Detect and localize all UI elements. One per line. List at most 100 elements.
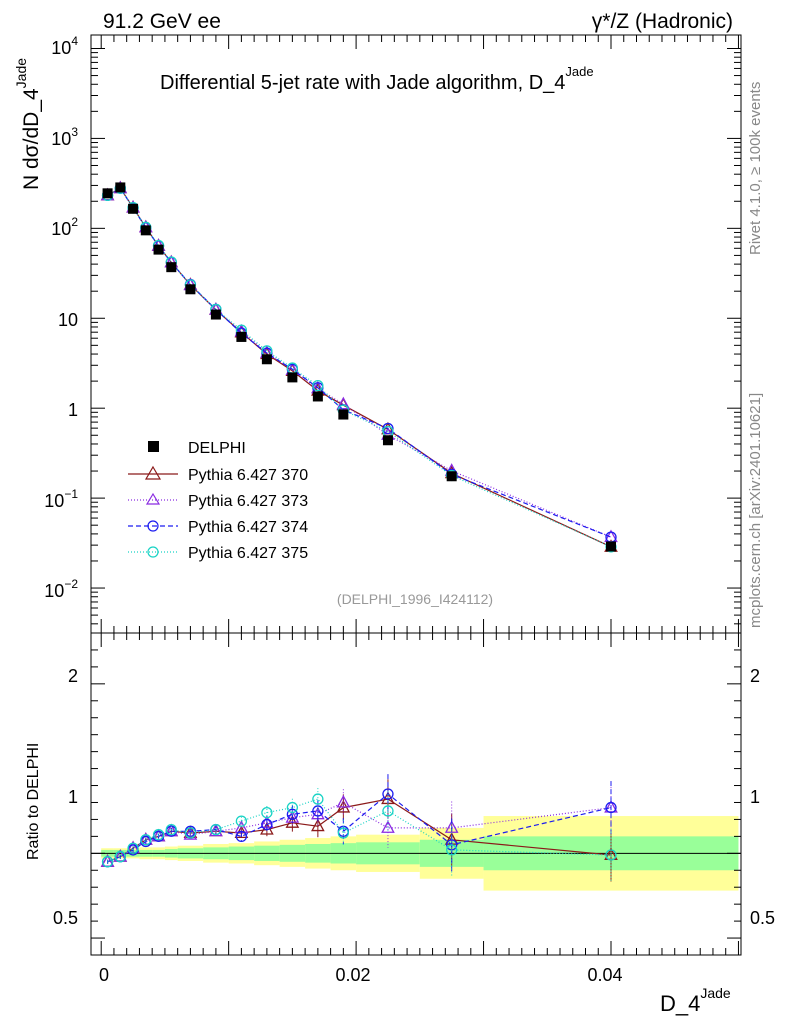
rivet-watermark: Rivet 4.1.0, ≥ 100k events <box>747 82 764 255</box>
ratio-point-3 <box>210 823 222 836</box>
legend-entry-370: Pythia 6.427 370 <box>128 465 308 484</box>
x-axis-label-text: D_4 <box>660 991 700 1016</box>
ratio-point-3 <box>261 806 273 819</box>
data-point-delphi <box>446 471 457 482</box>
ratio-tick-label-1: 1 <box>68 787 78 807</box>
legend-marker-370 <box>144 465 162 480</box>
ratio-point-3 <box>101 856 114 868</box>
ratio-point-3 <box>286 801 299 814</box>
legend-label-delphi: DELPHI <box>188 440 246 457</box>
data-point-delphi <box>185 284 196 295</box>
header-energy: 91.2 GeV ee <box>103 10 221 33</box>
ratio-point-1 <box>336 794 351 808</box>
ratio-point-1 <box>381 820 395 833</box>
ratio-point-3 <box>337 827 350 839</box>
x-tick-label-0.04: 0.04 <box>587 965 622 985</box>
y-tick-label-1e3: 103 <box>51 125 78 149</box>
ratio-point-3 <box>446 844 458 856</box>
x-axis-label: D_4Jade <box>660 985 731 1016</box>
data-point-delphi <box>236 331 247 342</box>
ratio-plot-frame <box>90 632 742 956</box>
data-point-delphi <box>102 188 113 199</box>
ratio-tick-label-0.5: 0.5 <box>53 908 78 928</box>
chart-title-sup: Jade <box>565 64 593 79</box>
legend-marker-delphi <box>148 441 159 452</box>
data-point-delphi <box>210 309 221 320</box>
legend-entry-373: Pythia 6.427 373 <box>128 492 308 510</box>
ratio-point-2 <box>382 788 394 800</box>
ratio-point-3 <box>235 815 248 827</box>
ratio-tick-label-2-right: 2 <box>750 666 760 686</box>
legend-marker-373 <box>145 492 161 505</box>
series-line-1 <box>107 187 612 538</box>
ratio-point-2 <box>286 808 299 820</box>
header-process-suffix: (Hadronic) <box>629 10 733 33</box>
data-point-delphi <box>153 244 164 255</box>
ratio-point-3 <box>152 829 165 841</box>
y-tick-label-1e4-exp: 4 <box>71 34 78 48</box>
legend-marker-375 <box>147 546 159 558</box>
header-process-prefix: γ*/Z <box>592 10 630 33</box>
ratio-point-3 <box>140 834 152 846</box>
ratio-point-0 <box>311 818 325 832</box>
series-line-0 <box>107 187 612 548</box>
legend: DELPHI Pythia 6.427 370 Pythia 6.427 373… <box>128 440 308 562</box>
ratio-point-3 <box>127 842 139 854</box>
data-point-delphi <box>115 182 126 193</box>
ratio-point-2 <box>312 805 324 817</box>
y-axis-label-main-sup: Jade <box>13 58 29 89</box>
data-point-delphi <box>312 391 323 402</box>
y-tick-label-1: 1 <box>68 400 78 420</box>
y-axis-label-main: N dσ/dD_4Jade <box>13 58 43 190</box>
ratio-point-3 <box>114 851 126 863</box>
legend-label-373: Pythia 6.427 373 <box>188 493 308 510</box>
ratio-tick-label-0.5-right: 0.5 <box>750 908 775 928</box>
data-point-delphi <box>261 354 272 365</box>
axis-ticks <box>91 35 741 955</box>
legend-entry-delphi: DELPHI <box>148 440 246 457</box>
data-point-delphi <box>606 541 616 552</box>
data-point-delphi <box>128 203 139 214</box>
data-point-delphi <box>382 435 393 446</box>
data-point-delphi <box>287 372 298 383</box>
y-axis-label-ratio: Ratio to DELPHI <box>25 743 42 860</box>
ratio-series <box>100 774 618 882</box>
legend-label-375: Pythia 6.427 375 <box>188 545 308 562</box>
data-point-delphi <box>140 225 151 236</box>
series-point-3 <box>312 379 324 392</box>
y-tick-label-1e3-exp: 3 <box>71 125 78 139</box>
data-point-delphi <box>338 409 349 420</box>
series-point-1 <box>336 396 351 410</box>
y-tick-label-1e4: 104 <box>51 34 78 58</box>
y-tick-label-1e-2: 10−2 <box>44 577 78 601</box>
ratio-point-2 <box>261 818 273 831</box>
chart-title-main: Differential 5-jet rate with Jade algori… <box>160 72 565 94</box>
ratio-point-3 <box>605 849 617 861</box>
ratio-point-1 <box>444 820 459 833</box>
y-tick-label-1e2-exp: 2 <box>71 215 78 229</box>
x-tick-label-0: 0 <box>99 965 109 985</box>
ratio-point-1 <box>183 827 198 840</box>
x-axis-label-sup: Jade <box>700 985 731 1001</box>
ratio-point-3 <box>312 793 324 805</box>
x-tick-label-0.02: 0.02 <box>335 965 370 985</box>
y-tick-label-1e-1: 10−1 <box>44 487 78 511</box>
ratio-point-2 <box>605 801 617 814</box>
main-plot-frame <box>90 34 742 634</box>
ratio-line-2 <box>107 793 612 863</box>
y-tick-label-1e-1-exp: −1 <box>64 487 78 501</box>
series-line-3 <box>107 187 612 548</box>
ratio-tick-label-2: 2 <box>68 666 78 686</box>
y-tick-label-1e-1-base: 10 <box>44 491 64 511</box>
analysis-label: (DELPHI_1996_I424112) <box>337 591 493 607</box>
y-tick-label-10: 10 <box>58 310 78 330</box>
legend-entry-375: Pythia 6.427 375 <box>128 545 308 562</box>
chart-title: Differential 5-jet rate with Jade algori… <box>160 64 594 94</box>
y-tick-label-1e-2-base: 10 <box>44 581 64 601</box>
legend-entry-374: Pythia 6.427 374 <box>128 519 308 536</box>
series-line-2 <box>107 187 612 538</box>
ratio-point-3 <box>382 805 394 817</box>
y-tick-label-1e2: 102 <box>51 215 78 239</box>
ratio-point-2 <box>235 830 248 843</box>
